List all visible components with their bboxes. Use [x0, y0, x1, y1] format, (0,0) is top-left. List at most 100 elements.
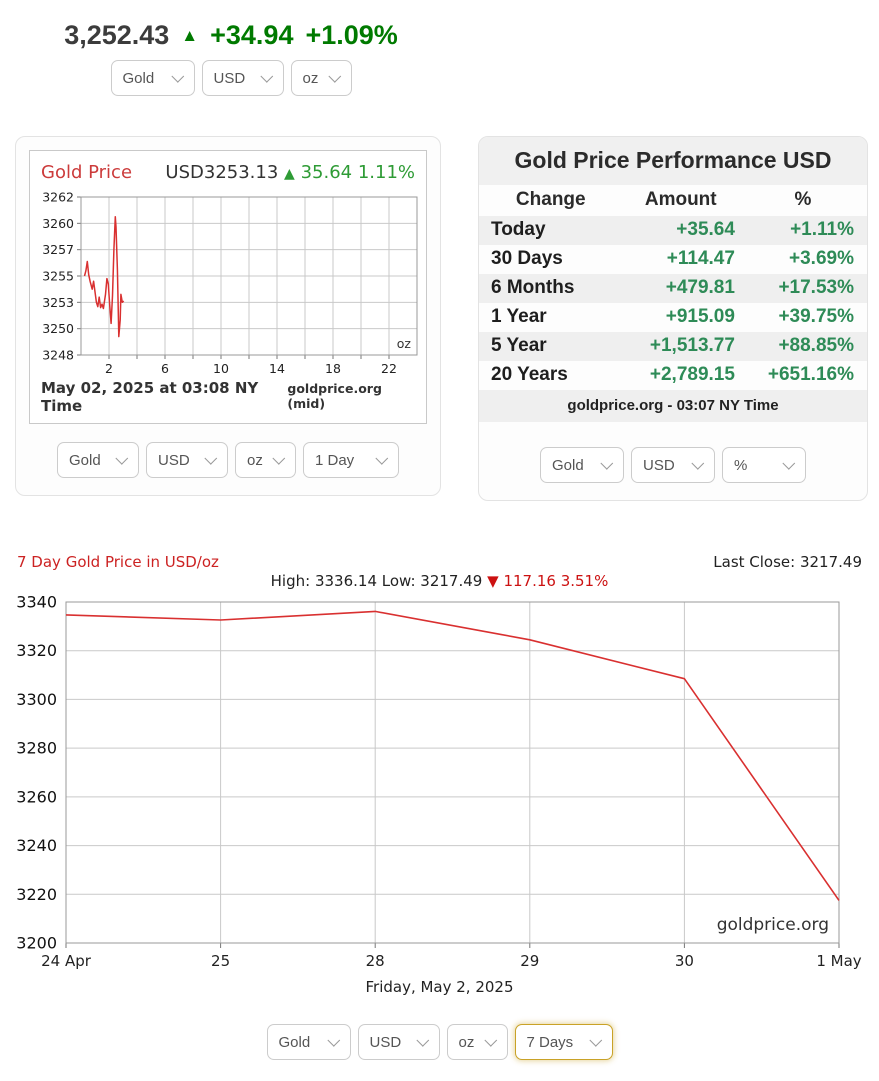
- weight-unit-select-value: oz: [247, 451, 263, 469]
- chevron-down-icon: [415, 1033, 429, 1047]
- up-arrow-icon: ▲: [181, 26, 199, 45]
- chevron-down-icon: [259, 69, 273, 83]
- date-caption: Friday, May 2, 2025: [365, 978, 514, 996]
- weight-unit-select[interactable]: oz: [235, 442, 296, 478]
- chevron-down-icon: [483, 1033, 497, 1047]
- last-close: Last Close: 3217.49: [713, 553, 862, 571]
- row-label: Today: [491, 219, 546, 240]
- svg-text:3250: 3250: [42, 321, 74, 336]
- metal-select[interactable]: Gold: [540, 447, 624, 483]
- unit-label: oz: [397, 336, 412, 351]
- chevron-down-icon: [375, 451, 389, 465]
- current-price: 3,252.43: [64, 20, 170, 50]
- currency-select[interactable]: USD: [631, 447, 715, 483]
- row-percent: +17.53%: [778, 277, 854, 298]
- performance-table: Change Amount % Today +35.64 +1.11% 30 D…: [479, 185, 867, 390]
- display-mode-select-value: %: [734, 456, 748, 474]
- svg-text:3262: 3262: [42, 190, 74, 205]
- weight-unit-select[interactable]: oz: [446, 1024, 508, 1060]
- svg-text:24 Apr: 24 Apr: [41, 952, 92, 970]
- chevron-down-icon: [588, 1033, 602, 1047]
- row-label: 30 Days: [491, 248, 563, 269]
- row-amount: +114.47: [666, 248, 735, 269]
- chevron-down-icon: [600, 456, 614, 470]
- row-amount: +2,789.15: [649, 364, 735, 385]
- performance-card: Gold Price Performance USD Change Amount…: [478, 136, 868, 501]
- metal-select[interactable]: Gold: [266, 1024, 351, 1060]
- timeframe-select-value: 1 Day: [315, 451, 355, 469]
- table-row: 6 Months +479.81 +17.53%: [479, 274, 867, 303]
- chevron-down-icon: [204, 451, 218, 465]
- performance-footer: goldprice.org - 03:07 NY Time: [479, 390, 867, 422]
- svg-text:3260: 3260: [42, 216, 74, 231]
- intraday-quote-value: USD3253.13: [165, 162, 279, 183]
- svg-text:3320: 3320: [16, 641, 57, 660]
- weight-unit-select-value: oz: [458, 1033, 475, 1051]
- svg-text:3300: 3300: [16, 690, 57, 709]
- chevron-down-icon: [691, 456, 705, 470]
- weight-unit-select[interactable]: oz: [290, 60, 352, 96]
- row-percent: +1.11%: [790, 219, 854, 240]
- svg-text:3257: 3257: [42, 242, 74, 257]
- price-change-percent: +1.09%: [305, 20, 398, 50]
- week-chart-section: 7 Day Gold Price in USD/oz Last Close: 3…: [0, 553, 879, 1060]
- header-selectors: Gold USD oz: [0, 60, 462, 96]
- column-header-change: Change: [515, 189, 586, 210]
- cards-row: Gold Price USD3253.13 ▲ 35.64 1.11% 3262…: [15, 136, 868, 501]
- currency-select-value: USD: [213, 69, 246, 87]
- svg-text:22: 22: [381, 361, 397, 376]
- currency-select[interactable]: USD: [146, 442, 228, 478]
- svg-text:25: 25: [211, 952, 230, 970]
- timeframe-select-value: 7 Days: [526, 1033, 574, 1051]
- high-low-line: High: 3336.14 Low: 3217.49 ▼ 117.16 3.51…: [0, 572, 879, 590]
- performance-title: Gold Price Performance USD: [479, 137, 867, 185]
- current-quote: 3,252.43 ▲ +34.94 +1.09%: [0, 20, 462, 51]
- chevron-down-icon: [327, 69, 341, 83]
- performance-selectors: Gold USD %: [479, 431, 867, 500]
- intraday-quote: USD3253.13 ▲ 35.64 1.11%: [165, 162, 415, 183]
- table-header-row: Change Amount %: [479, 185, 867, 216]
- svg-text:3248: 3248: [42, 348, 74, 363]
- table-row: 1 Year +915.09 +39.75%: [479, 303, 867, 332]
- high-low-text: High: 3336.14 Low: 3217.49: [270, 572, 483, 590]
- display-mode-select[interactable]: %: [722, 447, 806, 483]
- svg-text:1 May: 1 May: [816, 952, 861, 970]
- chevron-down-icon: [272, 451, 286, 465]
- svg-text:3200: 3200: [16, 934, 57, 953]
- currency-select[interactable]: USD: [201, 60, 284, 96]
- chevron-down-icon: [326, 1033, 340, 1047]
- row-percent: +88.85%: [778, 335, 854, 356]
- currency-select[interactable]: USD: [357, 1024, 440, 1060]
- price-change: +34.94: [210, 20, 294, 50]
- intraday-chart-title: Gold Price: [41, 162, 133, 183]
- row-amount: +35.64: [676, 219, 735, 240]
- column-header-amount: Amount: [644, 189, 717, 210]
- timeframe-select[interactable]: 1 Day: [303, 442, 399, 478]
- chart-timestamp: May 02, 2025 at 03:08 NY Time: [41, 379, 259, 415]
- weight-unit-select-value: oz: [302, 69, 319, 87]
- intraday-quote-change: 35.64 1.11%: [300, 162, 415, 183]
- svg-text:3253: 3253: [42, 295, 74, 310]
- week-selectors: Gold USD oz 7 Days: [0, 1024, 879, 1060]
- svg-text:14: 14: [269, 361, 285, 376]
- row-percent: +3.69%: [789, 248, 854, 269]
- metal-select[interactable]: Gold: [110, 60, 195, 96]
- svg-text:3240: 3240: [16, 836, 57, 855]
- metal-select-value: Gold: [69, 451, 101, 469]
- table-row: 5 Year +1,513.77 +88.85%: [479, 332, 867, 361]
- chart-watermark: goldprice.org: [717, 915, 829, 935]
- table-row: Today +35.64 +1.11%: [479, 216, 867, 245]
- row-label: 6 Months: [491, 277, 575, 298]
- row-label: 1 Year: [491, 306, 547, 327]
- currency-select-value: USD: [158, 451, 190, 469]
- metal-select-value: Gold: [122, 69, 155, 87]
- chevron-down-icon: [170, 69, 184, 83]
- table-row: 20 Years +2,789.15 +651.16%: [479, 361, 867, 390]
- metal-select[interactable]: Gold: [57, 442, 139, 478]
- intraday-chart-box: Gold Price USD3253.13 ▲ 35.64 1.11% 3262…: [29, 150, 427, 424]
- metal-select-value: Gold: [552, 456, 584, 474]
- row-label: 20 Years: [491, 364, 568, 385]
- timeframe-select[interactable]: 7 Days: [514, 1024, 613, 1060]
